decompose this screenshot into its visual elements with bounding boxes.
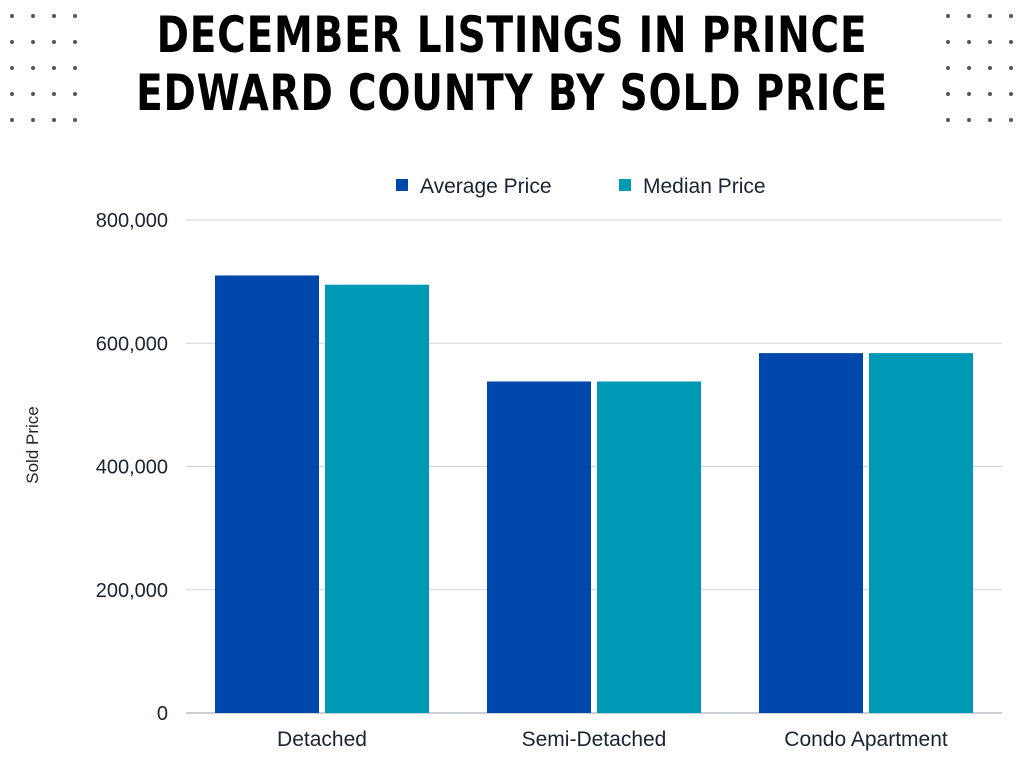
bar-average-price-semi-detached	[487, 381, 591, 713]
bars	[215, 275, 973, 713]
decorative-dot	[73, 118, 77, 122]
decorative-dot	[52, 40, 56, 44]
decorative-dot	[988, 14, 992, 18]
bar-median-price-detached	[325, 284, 429, 713]
decorative-dot	[946, 14, 950, 18]
decorative-dot	[73, 40, 77, 44]
decorative-dot	[52, 14, 56, 18]
legend: Average Price Median Price	[396, 175, 766, 198]
legend-swatch	[619, 179, 631, 191]
decorative-dot	[988, 92, 992, 96]
decorative-dot	[967, 118, 971, 122]
decorative-dot-grid-left	[10, 14, 77, 122]
decorative-dot	[31, 14, 35, 18]
x-axis-categories: Detached Semi-Detached Condo Apartment	[277, 728, 948, 751]
decorative-dot	[967, 40, 971, 44]
bar-median-price-condo-apartment	[869, 353, 973, 713]
decorative-dot	[10, 40, 14, 44]
y-tick-label: 800,000	[96, 210, 168, 232]
decorative-dot	[967, 92, 971, 96]
decorative-dot	[967, 14, 971, 18]
bar-average-price-detached	[215, 275, 319, 713]
decorative-dot	[946, 92, 950, 96]
decorative-dot	[10, 66, 14, 70]
y-axis-ticks: 0 200,000 400,000 600,000 800,000	[96, 210, 168, 725]
decorative-dot	[73, 92, 77, 96]
gridlines	[186, 219, 1002, 714]
y-tick-label: 200,000	[96, 580, 168, 602]
decorative-dot	[988, 40, 992, 44]
decorative-dot	[988, 118, 992, 122]
decorative-dot	[1009, 92, 1013, 96]
decorative-dot	[946, 118, 950, 122]
x-category-label: Condo Apartment	[784, 728, 948, 751]
decorative-dot	[31, 92, 35, 96]
decorative-dot	[31, 40, 35, 44]
decorative-dot	[31, 66, 35, 70]
chart-title: DECEMBER LISTINGS IN PRINCE EDWARD COUNT…	[136, 6, 888, 122]
decorative-dot	[1009, 118, 1013, 122]
y-tick-label: 0	[157, 703, 168, 725]
decorative-dot	[988, 66, 992, 70]
decorative-dot	[967, 66, 971, 70]
decorative-dot	[10, 118, 14, 122]
decorative-dot	[52, 66, 56, 70]
x-category-label: Semi-Detached	[522, 728, 667, 751]
y-axis-title: Sold Price	[23, 406, 42, 483]
x-category-label: Detached	[277, 728, 367, 751]
decorative-dot	[1009, 14, 1013, 18]
decorative-dot	[52, 92, 56, 96]
y-tick-label: 400,000	[96, 457, 168, 479]
decorative-dot	[73, 66, 77, 70]
bar-median-price-semi-detached	[597, 381, 701, 713]
bar-average-price-condo-apartment	[759, 353, 863, 713]
decorative-dot	[946, 66, 950, 70]
decorative-dot	[31, 118, 35, 122]
decorative-dot	[946, 40, 950, 44]
decorative-dot	[10, 14, 14, 18]
decorative-dot	[73, 14, 77, 18]
legend-label: Median Price	[643, 175, 766, 198]
decorative-dot	[1009, 66, 1013, 70]
legend-swatch	[396, 179, 408, 191]
legend-label: Average Price	[420, 175, 552, 198]
decorative-dot	[52, 118, 56, 122]
decorative-dot-grid-right	[946, 14, 1013, 122]
decorative-dot	[10, 92, 14, 96]
decorative-dot	[1009, 40, 1013, 44]
y-tick-label: 600,000	[96, 333, 168, 355]
